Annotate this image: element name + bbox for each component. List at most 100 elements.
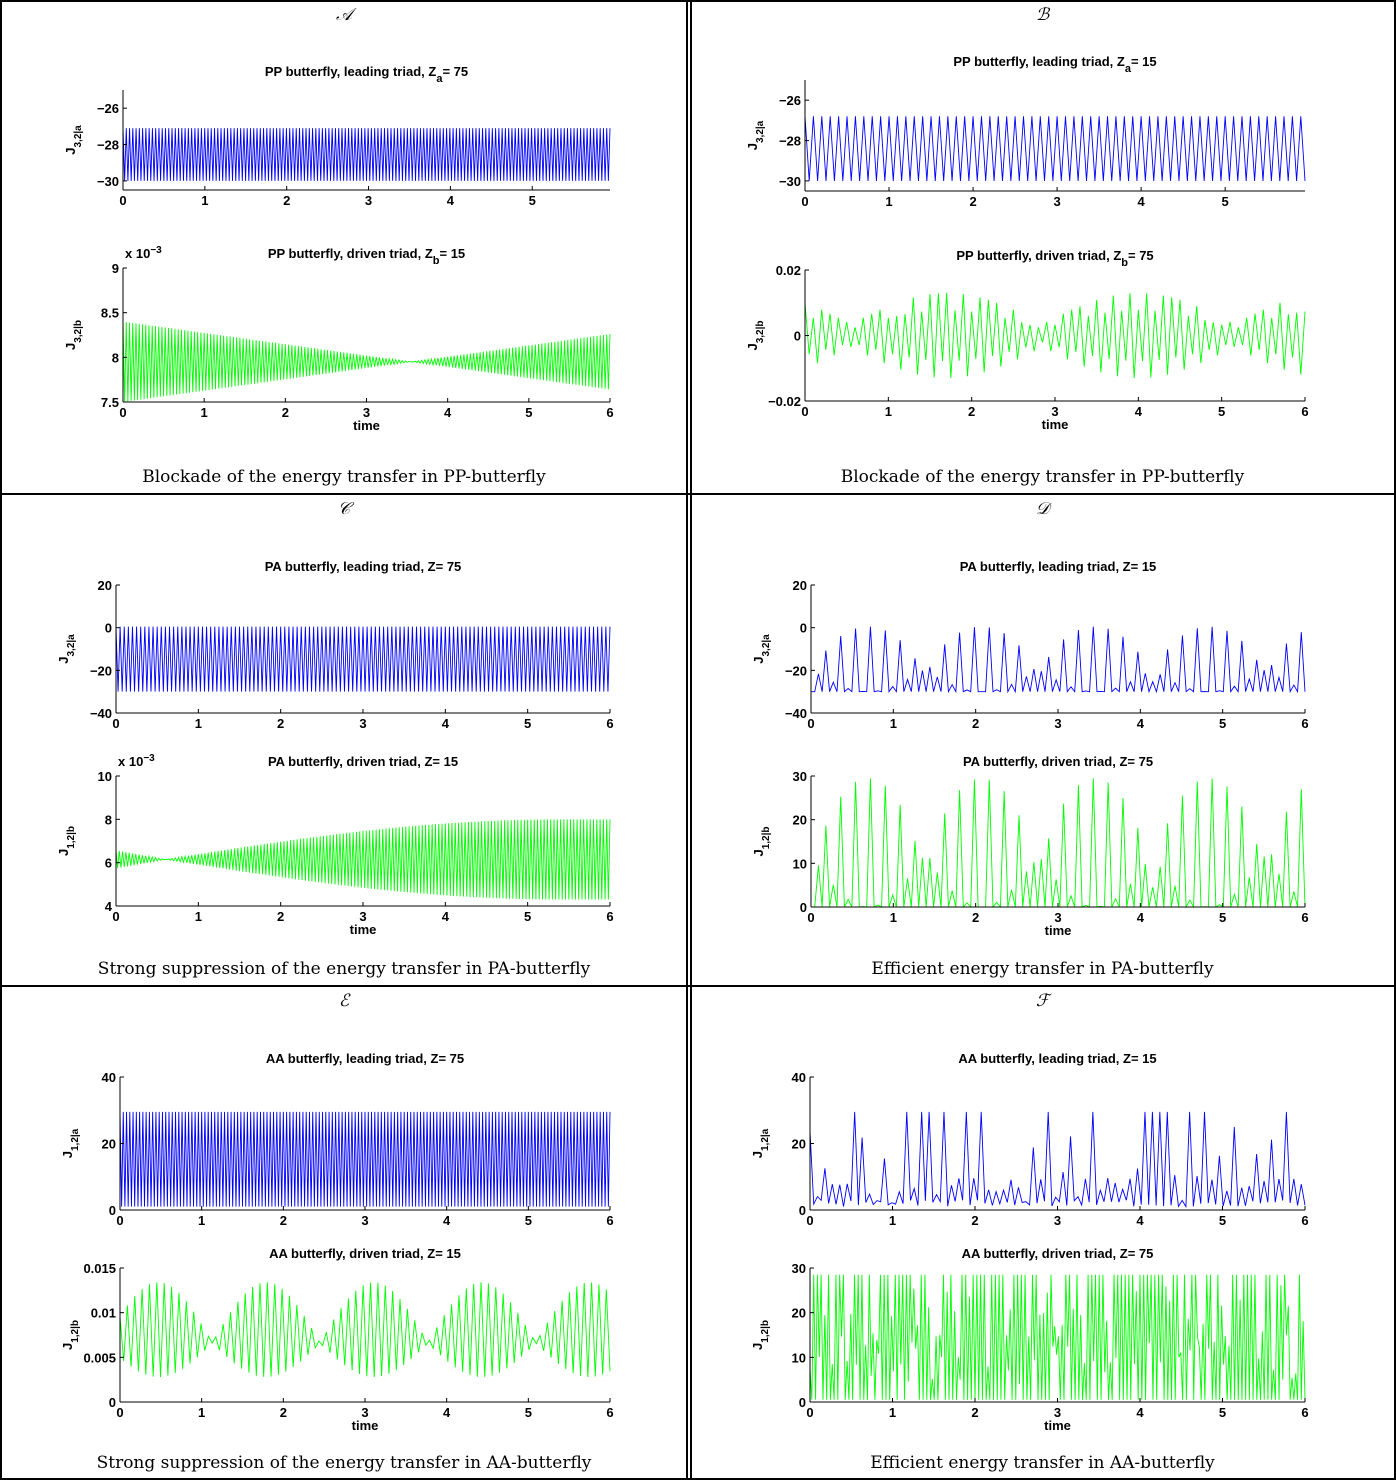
series-line bbox=[809, 1111, 1306, 1209]
x-tick-label: 5 bbox=[525, 1213, 532, 1228]
panel-letter: 𝒞 bbox=[338, 499, 355, 519]
x-tick-label: 1 bbox=[890, 716, 897, 731]
y-tick-label: 0.02 bbox=[776, 263, 801, 278]
y-axis-label-subscript: 1,2|b bbox=[66, 826, 77, 849]
x-tick-label: 5 bbox=[1219, 716, 1226, 731]
plot-D-bottom: 0 1 2 3 4 5 6 0 10 20 30 PA butterfly, driven triad… bbox=[751, 754, 1309, 938]
y-tick-label: 9 bbox=[112, 261, 119, 276]
y-axis-label-main: J bbox=[750, 1343, 765, 1350]
x-tick-label: 3 bbox=[1051, 404, 1058, 419]
exponent-power: −3 bbox=[143, 753, 155, 764]
plot-C-bottom: 0 1 2 3 4 5 6 4 6 8 10 PA butterfly, driven triad, … bbox=[56, 753, 614, 938]
y-tick-label: 30 bbox=[792, 1261, 806, 1276]
x-tick-label: 0 bbox=[807, 716, 814, 731]
x-tick-label: 2 bbox=[971, 1213, 978, 1228]
x-tick-label: 0 bbox=[801, 404, 808, 419]
x-tick-label: 1 bbox=[890, 910, 897, 925]
x-axis-label: time bbox=[350, 922, 377, 937]
series-line bbox=[122, 321, 611, 402]
y-tick-label: 4 bbox=[105, 899, 113, 914]
x-tick-label: 6 bbox=[606, 1405, 613, 1420]
y-axis-label: J3,2|b bbox=[63, 320, 84, 350]
plot-F-bottom: 0 1 2 3 4 5 6 0 10 20 30 AA butterfly, driven triad… bbox=[750, 1246, 1309, 1433]
x-axis-label: time bbox=[1045, 923, 1072, 938]
y-tick-label: 0 bbox=[109, 1395, 116, 1410]
plot-F-top: 0 1 2 3 4 5 6 0 20 40 AA butterfly, leading triad,… bbox=[750, 1051, 1309, 1228]
panel-letter: ℱ bbox=[1036, 991, 1053, 1011]
panel-caption: Blockade of the energy transfer in PP-bu… bbox=[841, 467, 1245, 487]
x-tick-label: 4 bbox=[1137, 910, 1145, 925]
x-tick-label: 4 bbox=[1136, 1405, 1144, 1420]
y-tick-label: −0.02 bbox=[768, 394, 801, 409]
x-tick-label: 4 bbox=[1136, 1213, 1144, 1228]
x-tick-label: 2 bbox=[971, 1405, 978, 1420]
panel-letter: 𝒟 bbox=[1036, 499, 1053, 519]
x-tick-label: 3 bbox=[363, 405, 370, 420]
y-axis-label: J1,2|b bbox=[60, 1320, 81, 1350]
x-tick-label: 5 bbox=[529, 193, 536, 208]
x-tick-label: 5 bbox=[1218, 404, 1225, 419]
x-tick-label: 3 bbox=[361, 1213, 368, 1228]
plot-title-subscript: a bbox=[1125, 63, 1132, 75]
x-tick-label: 3 bbox=[1054, 1405, 1061, 1420]
panel-letter: ℰ bbox=[339, 991, 351, 1011]
y-tick-label: −40 bbox=[90, 706, 112, 721]
plot-title-main: AA butterfly, driven triad, Z= 75 bbox=[962, 1246, 1154, 1261]
plot-title-tail: = 15 bbox=[1131, 54, 1157, 69]
y-tick-label: 10 bbox=[98, 769, 112, 784]
x-tick-label: 4 bbox=[444, 405, 452, 420]
y-axis-label: J1,2|b bbox=[750, 1320, 771, 1350]
x-tick-label: 4 bbox=[1135, 404, 1143, 419]
series-line bbox=[811, 778, 1306, 909]
y-axis-label-main: J bbox=[745, 343, 760, 350]
y-axis-label: J3,2|b bbox=[745, 320, 766, 350]
y-axis-label-subscript: 3,2|a bbox=[66, 634, 77, 657]
x-tick-label: 4 bbox=[443, 1213, 451, 1228]
x-tick-label: 2 bbox=[277, 716, 284, 731]
y-tick-label: 0 bbox=[799, 1203, 806, 1218]
y-axis-label-main: J bbox=[60, 1343, 75, 1350]
panel-caption: Efficient energy transfer in PA-butterfl… bbox=[871, 959, 1214, 979]
x-axis-label: time bbox=[353, 418, 380, 433]
x-tick-label: 2 bbox=[280, 1213, 287, 1228]
plot-title: PA butterfly, leading triad, Z= 15 bbox=[960, 559, 1157, 574]
plot-title: AA butterfly, driven triad, Z= 15 bbox=[269, 1246, 461, 1261]
x-tick-label: 6 bbox=[606, 1213, 613, 1228]
x-tick-label: 2 bbox=[277, 909, 284, 924]
x-tick-label: 5 bbox=[525, 1405, 532, 1420]
y-tick-label: −30 bbox=[97, 174, 119, 189]
x-tick-label: 0 bbox=[807, 910, 814, 925]
y-axis-label-subscript: 1,2|a bbox=[70, 1128, 81, 1151]
y-tick-label: 0 bbox=[105, 621, 112, 636]
series-line bbox=[119, 1282, 611, 1378]
y-axis-label: J3,2|a bbox=[63, 125, 84, 155]
y-axis-label-main: J bbox=[63, 148, 78, 155]
y-axis-label: J1,2|a bbox=[750, 1128, 771, 1158]
y-axis-label-main: J bbox=[56, 849, 71, 856]
y-tick-label: 6 bbox=[105, 856, 112, 871]
x-tick-label: 6 bbox=[1301, 404, 1308, 419]
x-tick-label: 6 bbox=[1301, 910, 1308, 925]
plot-title-main: AA butterfly, leading triad, Z= 15 bbox=[958, 1051, 1156, 1066]
y-tick-label: 0 bbox=[794, 329, 801, 344]
x-tick-label: 0 bbox=[119, 193, 126, 208]
plot-title-main: PP butterfly, driven triad, Z bbox=[956, 248, 1121, 263]
series-line bbox=[115, 626, 611, 692]
x-tick-label: 5 bbox=[1219, 1405, 1226, 1420]
y-axis-label-subscript: 1,2|b bbox=[70, 1320, 81, 1343]
y-axis-label-main: J bbox=[60, 1151, 75, 1158]
y-axis-label-subscript: 1,2|b bbox=[761, 826, 772, 849]
plot-title: PA butterfly, driven triad, Z= 15 bbox=[268, 754, 458, 769]
x-tick-label: 0 bbox=[801, 194, 808, 209]
y-tick-label: 0 bbox=[800, 621, 807, 636]
plot-title: PP butterfly, leading triad, Za= 75 bbox=[265, 64, 468, 85]
plot-title-tail: = 75 bbox=[1128, 248, 1154, 263]
x-tick-label: 1 bbox=[885, 194, 892, 209]
x-tick-label: 4 bbox=[443, 1405, 451, 1420]
x-tick-label: 5 bbox=[1222, 194, 1229, 209]
x-tick-label: 0 bbox=[119, 405, 126, 420]
x-tick-label: 0 bbox=[806, 1213, 813, 1228]
x-tick-label: 2 bbox=[282, 405, 289, 420]
